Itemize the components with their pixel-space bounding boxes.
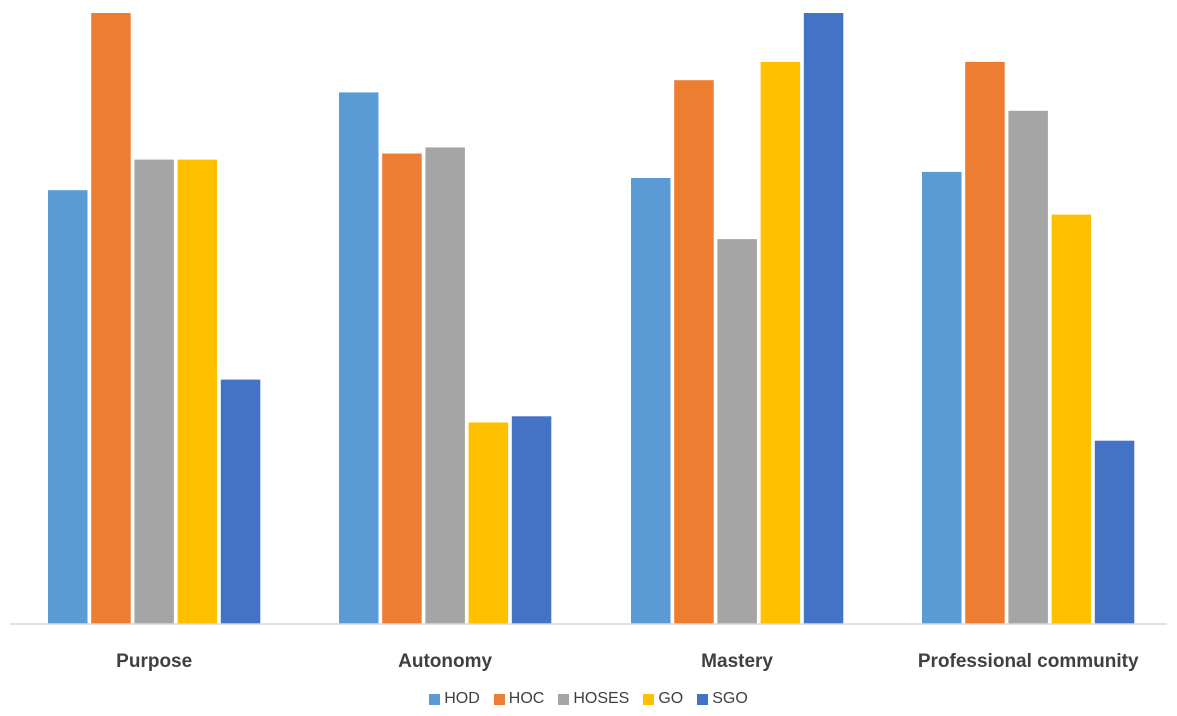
bar-hoses-mastery [717, 239, 757, 624]
legend-item: GO [643, 690, 683, 708]
bar-go-purpose [177, 159, 218, 624]
legend-swatch [643, 693, 655, 705]
bar-go-autonomy [468, 422, 509, 624]
bar-go-mastery [760, 61, 801, 624]
bar-hoses-autonomy [425, 147, 465, 624]
legend-swatch [558, 693, 570, 705]
category-label: Professional community [918, 651, 1139, 672]
bar-hod-professional-community [922, 171, 962, 624]
legend-item: HOD [429, 690, 480, 708]
legend-label: HOSES [573, 690, 630, 707]
legend-label: HOD [444, 690, 480, 707]
legend-label: GO [658, 690, 684, 707]
bar-hoc-autonomy [382, 153, 422, 624]
legend-item: HOSES [558, 690, 629, 708]
category-label: Purpose [116, 651, 192, 672]
legend-item: SGO [697, 690, 748, 708]
bar-hoc-professional-community [965, 61, 1005, 624]
legend-item: HOC [493, 690, 545, 708]
bar-sgo-professional-community [1094, 440, 1135, 624]
bar-hoses-professional-community [1008, 110, 1048, 625]
category-label: Autonomy [398, 651, 492, 672]
category-label: Mastery [701, 651, 773, 672]
bars-group [48, 13, 1135, 625]
bar-sgo-purpose [220, 379, 261, 624]
bar-chart: Purpose Autonomy Mastery Professional commu… [10, 13, 1167, 672]
legend-swatch [429, 693, 441, 705]
bar-hoc-mastery [674, 80, 714, 624]
bar-hod-mastery [631, 178, 671, 624]
bar-hoses-purpose [134, 159, 174, 624]
bar-hod-autonomy [339, 92, 379, 624]
category-labels: Purpose Autonomy Mastery Professional commu… [116, 651, 1139, 672]
bar-sgo-autonomy [511, 416, 552, 624]
legend-label: HOC [508, 690, 545, 707]
bar-hoc-purpose [91, 13, 131, 624]
bar-sgo-mastery [803, 13, 844, 624]
legend-swatch [493, 693, 505, 705]
legend: HOD HOC HOSES GO SGO [0, 690, 1177, 708]
bar-hod-purpose [48, 190, 88, 624]
legend-label: SGO [712, 690, 748, 707]
legend-swatch [697, 693, 709, 705]
bar-go-professional-community [1051, 214, 1092, 624]
